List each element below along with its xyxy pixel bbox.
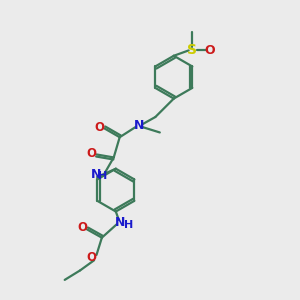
Text: S: S <box>187 44 197 57</box>
Text: H: H <box>124 220 133 230</box>
Text: O: O <box>77 221 87 234</box>
Text: N: N <box>115 216 125 229</box>
Text: N: N <box>134 119 144 132</box>
Text: O: O <box>204 44 215 57</box>
Text: N: N <box>91 168 101 181</box>
Text: H: H <box>98 171 107 181</box>
Text: O: O <box>94 121 104 134</box>
Text: O: O <box>86 251 96 264</box>
Text: O: O <box>86 147 96 160</box>
